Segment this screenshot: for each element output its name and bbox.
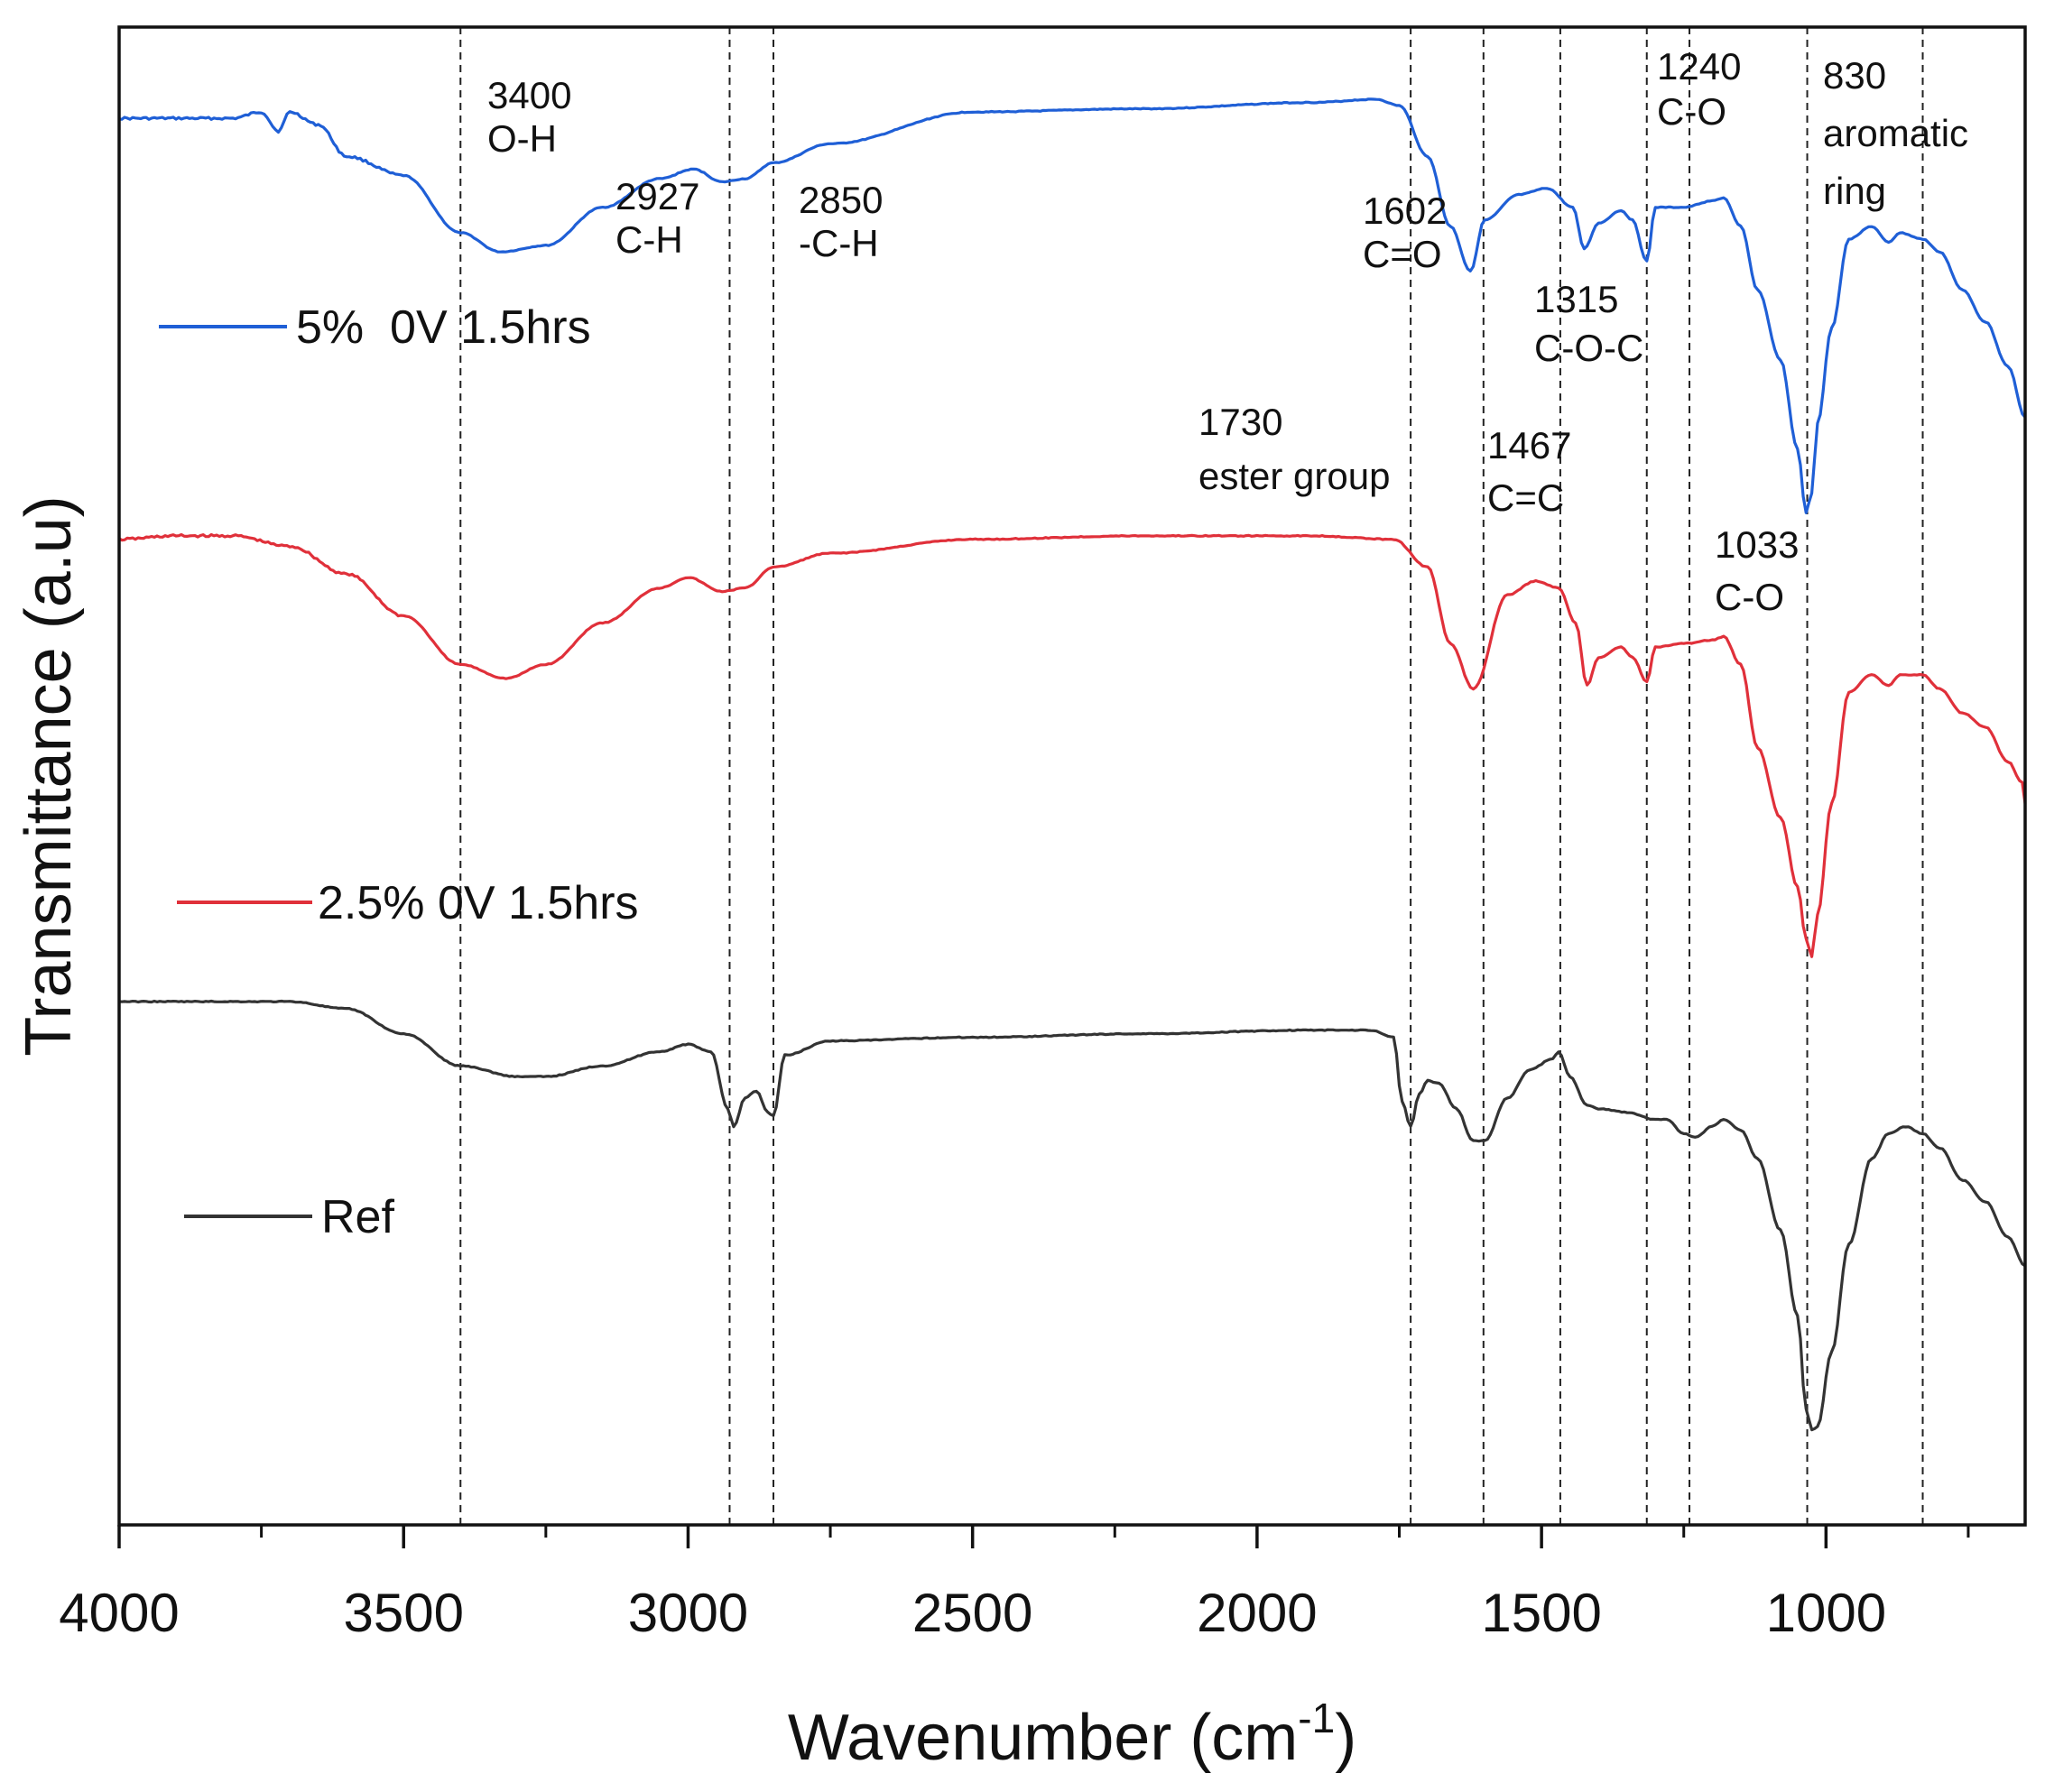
x-tick-label: 4000 [59,1583,179,1643]
y-axis-title: Transmittance (a.u) [13,495,85,1057]
legend: 5% 0V 1.5hrs 2.5% 0V 1.5hrs Ref [159,301,639,1243]
annotation-1467: 1467 C=C [1487,424,1582,519]
legend-label-5pct: 5% 0V 1.5hrs [296,301,591,354]
x-tick-label: 3000 [628,1583,748,1643]
legend-label-2-5pct: 2.5% 0V 1.5hrs [318,877,639,929]
x-tick-label: 1000 [1766,1583,1886,1643]
x-tick-label: 3500 [343,1583,463,1643]
peak-annotations: 3400 O-H 2927 C-H 2850 -C-H 1602 C=O 131… [487,45,1979,618]
x-tick-label: 2000 [1197,1583,1317,1643]
x-axis-tick-labels: 4000 3500 3000 2500 2000 1500 1000 [59,1583,1886,1643]
series-curves [118,97,2027,1432]
x-axis-title: Wavenumber (cm-1) [788,1695,1356,1774]
x-tick-label: 1500 [1481,1583,1601,1643]
annotation-830: 830 aromatic ring [1823,54,1979,212]
legend-label-ref: Ref [321,1191,394,1243]
x-axis-title-superscript: -1 [1298,1695,1335,1741]
series-line-5pct [118,97,2027,514]
annotation-2927: 2927 C-H [615,175,710,261]
annotation-1602: 1602 C=O [1363,189,1457,275]
annotation-1240: 1240 C-O [1657,45,1752,133]
x-axis-ticks [117,1525,1970,1548]
annotation-2850: 2850 -C-H [799,179,893,264]
plot-frame [117,25,2027,1527]
annotation-1730: 1730 ester group [1198,401,1390,497]
annotation-3400: 3400 O-H [487,74,582,160]
x-tick-label: 2500 [912,1583,1032,1643]
annotation-1033: 1033 C-O [1715,523,1809,618]
annotation-1315: 1315 C-O-C [1534,278,1643,369]
reference-lines [459,27,1924,1525]
series-line-ref [118,999,2026,1432]
series-line-2-5pct [118,532,2027,958]
